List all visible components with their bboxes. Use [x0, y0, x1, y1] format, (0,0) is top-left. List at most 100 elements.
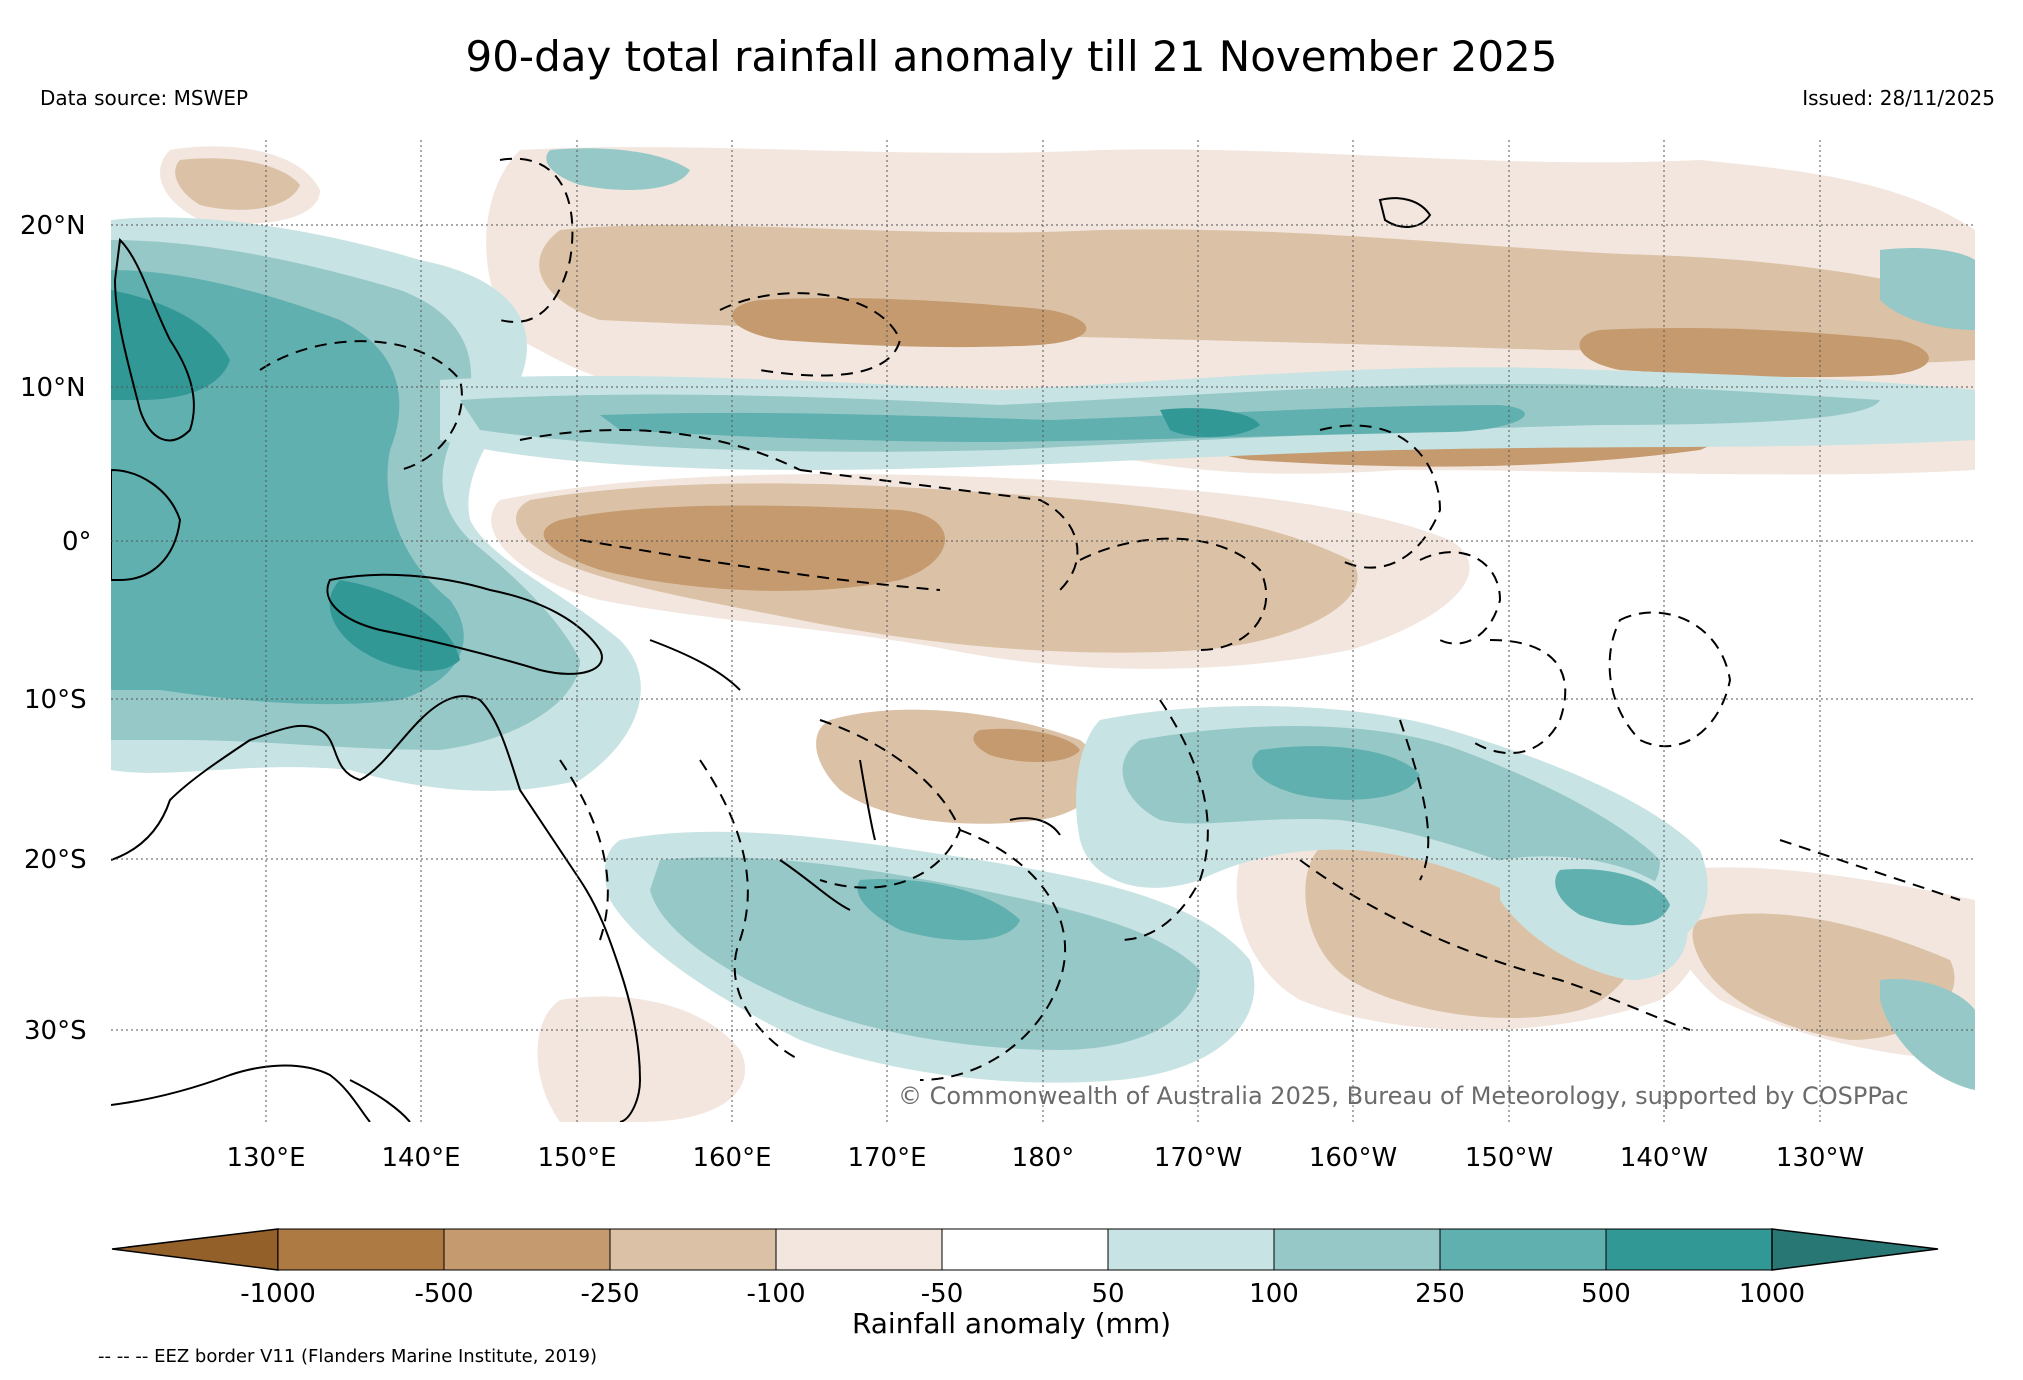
wet-region: [546, 148, 690, 190]
wet-region: [600, 405, 1525, 442]
copyright-notice: © Commonwealth of Australia 2025, Bureau…: [898, 1082, 1909, 1110]
map-panel: [111, 140, 1975, 1122]
lon-label-180: 180°: [1012, 1143, 1075, 1173]
australia-coast: [111, 695, 642, 1122]
colorbar-bin: [1273, 1228, 1441, 1271]
colorbar-label: -100: [746, 1279, 805, 1309]
colorbar-bin: [609, 1228, 777, 1271]
eez-border: [1608, 611, 1732, 748]
eez-border: [1779, 839, 1961, 901]
dry-region: [732, 298, 1087, 348]
gridlines: [111, 140, 1975, 1122]
wet-anomaly-regions: [111, 148, 1975, 1090]
colorbar-bin: [1107, 1228, 1275, 1271]
new-caledonia: [779, 859, 851, 911]
lat-label-30S: 30°S: [24, 1016, 87, 1046]
eez-border: [699, 759, 801, 1061]
colorbar-label: 250: [1415, 1279, 1465, 1309]
colorbar-labels: -1000 -500 -250 -100 -50 50 100 250 500 …: [240, 1279, 1805, 1309]
eez-border: [1119, 699, 1209, 941]
wet-region: [857, 879, 1020, 941]
colorbar-label: 500: [1581, 1279, 1631, 1309]
lon-label-130E: 130°E: [226, 1143, 305, 1173]
colorbar-label: 100: [1249, 1279, 1299, 1309]
colorbar: [111, 1228, 1939, 1271]
new-guinea-coast: [326, 573, 603, 675]
eez-border: [1319, 424, 1442, 569]
wet-region: [1555, 869, 1670, 926]
eez-border: [719, 292, 902, 377]
dry-region: [175, 158, 300, 210]
lat-label-20N: 20°N: [20, 211, 86, 241]
lon-label-130W: 130°W: [1776, 1143, 1864, 1173]
dry-region: [973, 728, 1080, 762]
dry-region: [1579, 328, 1929, 378]
eez-border: [919, 829, 1066, 1081]
lon-label-140W: 140°W: [1620, 1143, 1708, 1173]
colorbar-label: -500: [414, 1279, 473, 1309]
map-title: 90-day total rainfall anomaly till 21 No…: [465, 32, 1558, 81]
colorbar-bin: [277, 1228, 445, 1271]
eez-border: [499, 157, 574, 323]
lon-label-150E: 150°E: [537, 1143, 616, 1173]
lat-label-0: 0°: [62, 527, 92, 557]
wet-region: [329, 580, 460, 671]
colorbar-label: 50: [1091, 1279, 1124, 1309]
lat-label-10S: 10°S: [24, 685, 87, 715]
eez-border: [799, 469, 1079, 591]
colorbar-bin: [443, 1228, 611, 1271]
lon-label-170E: 170°E: [847, 1143, 926, 1173]
colorbar-extend-high: [1771, 1228, 1939, 1271]
eez-border: [559, 759, 609, 941]
wet-region: [1880, 248, 1975, 330]
colorbar-bin: [1439, 1228, 1607, 1271]
lon-label-160E: 160°E: [692, 1143, 771, 1173]
wet-region: [1160, 408, 1260, 437]
dry-region: [537, 996, 746, 1122]
vanuatu: [859, 759, 876, 841]
wet-region: [111, 290, 230, 400]
colorbar-label: -1000: [240, 1279, 316, 1309]
new-zealand-north: [349, 1079, 411, 1122]
dry-region: [543, 505, 945, 591]
eez-border: [1079, 537, 1268, 651]
issued-date: Issued: 28/11/2025: [1802, 86, 1995, 110]
wet-region: [1880, 979, 1975, 1090]
lon-label-150W: 150°W: [1465, 1143, 1553, 1173]
eez-legend-note: -- -- -- EEZ border V11 (Flanders Marine…: [98, 1346, 598, 1367]
eez-border: [1469, 639, 1567, 754]
longitude-labels: 130°E 140°E 150°E 160°E 170°E 180° 170°W…: [226, 1143, 1864, 1173]
eez-border: [259, 340, 463, 471]
colorbar-extend-low: [111, 1228, 279, 1271]
hawaii: [1378, 197, 1432, 228]
philippines-coast: [113, 237, 195, 442]
eez-borders: [259, 157, 1961, 1081]
lat-label-20S: 20°S: [24, 845, 87, 875]
lon-label-140E: 140°E: [381, 1143, 460, 1173]
solomon-islands: [649, 639, 741, 691]
wet-region: [1252, 746, 1420, 800]
colorbar-bin: [775, 1228, 943, 1271]
data-source: Data source: MSWEP: [40, 86, 249, 110]
eez-border: [519, 429, 801, 471]
colorbar-title: Rainfall anomaly (mm): [851, 1307, 1172, 1340]
australia-south-coast: [111, 1064, 371, 1122]
colorbar-bin: [941, 1228, 1109, 1271]
eez-border: [579, 539, 941, 591]
lon-label-160W: 160°W: [1309, 1143, 1397, 1173]
eez-border: [1419, 551, 1502, 645]
borneo-coast: [111, 468, 182, 581]
colorbar-label: -50: [921, 1279, 963, 1309]
colorbar-label: -250: [580, 1279, 639, 1309]
lon-label-170W: 170°W: [1154, 1143, 1242, 1173]
lat-label-10N: 10°N: [20, 373, 86, 403]
eez-border: [1299, 859, 1691, 1031]
fiji: [1009, 817, 1061, 836]
colorbar-label: 1000: [1739, 1279, 1805, 1309]
wet-region: [650, 857, 1200, 1050]
eez-border: [1399, 719, 1430, 881]
land-outlines: [111, 197, 1432, 1122]
colorbar-bin: [1605, 1228, 1773, 1271]
latitude-labels: 20°N 10°N 0° 10°S 20°S 30°S: [20, 211, 92, 1046]
